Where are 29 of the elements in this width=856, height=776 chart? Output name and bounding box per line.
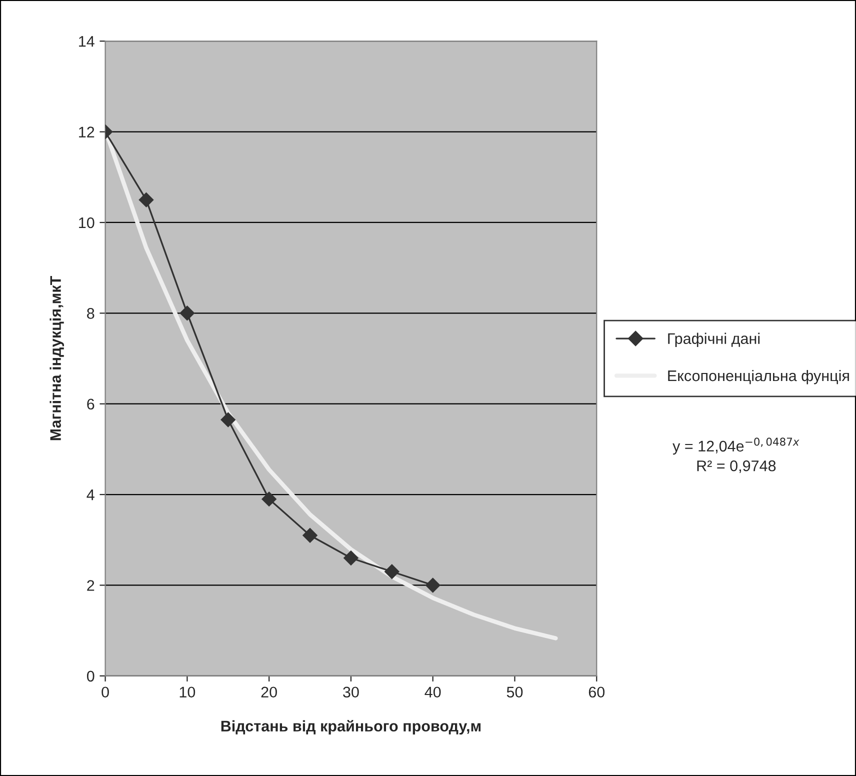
text: y = 12,04e$^{−0,0487x}$ [672, 438, 800, 455]
x-axis-title: Відстань від крайнього проводу,м [221, 720, 481, 735]
y-tick-label: 12 [79, 126, 94, 138]
text: R² = 0,9748 [697, 460, 776, 474]
point [138, 192, 154, 208]
x-tick-label: 60 [588, 686, 605, 698]
point [180, 306, 195, 321]
point [302, 528, 318, 543]
x-tick-label: 10 [180, 686, 196, 698]
y-tick-label: 0 [86, 670, 94, 682]
point [384, 564, 400, 580]
x-tick-label: 50 [506, 686, 523, 698]
y-axis-title: Магнітна індукція,мкТ [50, 276, 64, 440]
point [344, 550, 358, 566]
point [425, 578, 440, 593]
legend-label: Ексопоненціальна фунція [668, 370, 849, 384]
y-tick-label: 14 [79, 36, 94, 47]
y-tick-label: 10 [79, 217, 94, 228]
legend-label: Графічні дані [668, 332, 760, 348]
x-tick-label: 30 [343, 686, 359, 698]
y-tick-label: 4 [86, 490, 94, 500]
y-tick-label: 8 [87, 308, 94, 319]
y-tick-label: 6 [87, 398, 94, 410]
x-tick-label: 40 [424, 686, 441, 698]
y-tick-label: 2 [87, 580, 94, 591]
point [262, 492, 276, 506]
x-tick-label: 20 [261, 686, 277, 698]
point [220, 412, 236, 428]
x-tick-label: 0 [102, 686, 109, 698]
